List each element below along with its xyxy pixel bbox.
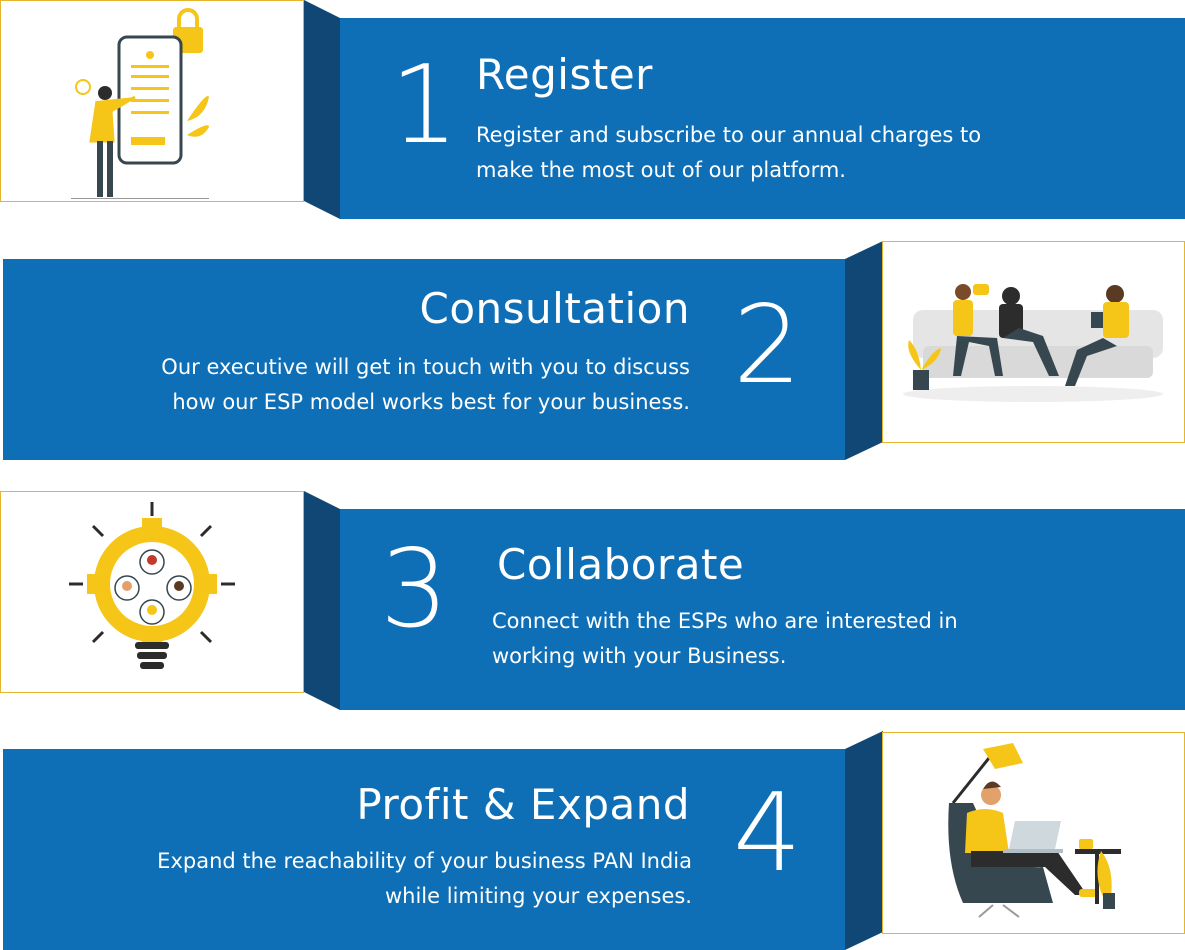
step-2-number: 2	[733, 283, 802, 408]
step-2-description: Our executive will get in touch with you…	[90, 350, 690, 420]
step-4-desc-line-2: while limiting your expenses.	[384, 884, 692, 908]
step-3-desc-line-2: working with your Business.	[492, 644, 787, 668]
step-1-image-frame	[0, 0, 304, 202]
step-3-title: Collaborate	[497, 540, 745, 589]
step-4-title: Profit & Expand	[356, 780, 690, 829]
step-3-band	[340, 509, 1185, 710]
step-2-image-frame	[882, 241, 1185, 443]
step-1-title: Register	[476, 50, 653, 99]
step-1-description: Register and subscribe to our annual cha…	[476, 118, 1076, 188]
step-2-title: Consultation	[419, 284, 690, 333]
step-1-fold	[304, 0, 340, 219]
step-4-fold	[845, 731, 883, 950]
step-4-description: Expand the reachability of your business…	[92, 844, 692, 914]
step-4-band	[3, 749, 845, 950]
step-4-image-frame	[882, 732, 1185, 934]
step-3-number: 3	[380, 527, 449, 652]
step-1-number: 1	[390, 43, 459, 168]
step-4-desc-line-1: Expand the reachability of your business…	[157, 849, 692, 873]
lightbulb-network-illustration	[69, 502, 235, 669]
step-3-desc-line-1: Connect with the ESPs who are interested…	[492, 609, 958, 633]
step-1-band	[340, 18, 1185, 219]
step-2-fold	[845, 241, 883, 460]
step-2-desc-line-1: Our executive will get in touch with you…	[161, 355, 690, 379]
step-3-image-frame	[0, 491, 304, 693]
step-2-desc-line-2: how our ESP model works best for your bu…	[172, 390, 690, 414]
step-1-desc-line-1: Register and subscribe to our annual cha…	[476, 123, 982, 147]
person-laptop-illustration	[948, 743, 1121, 918]
step-4-number: 4	[733, 771, 802, 896]
step-3-description: Connect with the ESPs who are interested…	[492, 604, 1092, 674]
step-2-band	[3, 259, 845, 460]
step-1-desc-line-2: make the most out of our platform.	[476, 158, 846, 182]
phone-registration-illustration	[71, 8, 209, 199]
step-3-fold	[304, 491, 340, 710]
meeting-people-illustration	[903, 284, 1163, 402]
